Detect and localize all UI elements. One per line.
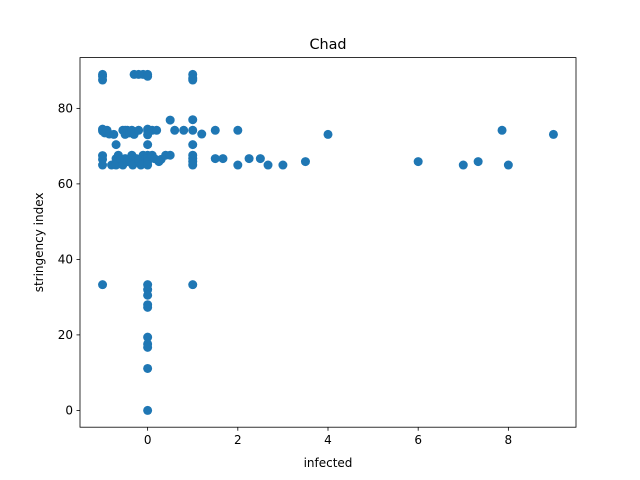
data-point [323, 129, 333, 139]
data-point [300, 157, 310, 167]
data-point [98, 160, 108, 170]
data-point [143, 332, 153, 342]
data-point [134, 125, 144, 135]
data-point [152, 125, 162, 135]
plot-frame [79, 57, 577, 428]
x-tick-label: 2 [234, 433, 242, 447]
data-point [109, 129, 119, 139]
y-tick-label: 40 [58, 253, 73, 267]
data-point [136, 160, 146, 170]
data-point [244, 154, 254, 164]
x-tick-label: 6 [414, 433, 422, 447]
data-point [218, 154, 228, 164]
data-point [210, 154, 220, 164]
data-point [473, 157, 483, 167]
data-point [255, 154, 265, 164]
data-point [188, 160, 198, 170]
y-tick-label: 60 [58, 177, 73, 191]
y-axis-ticks: 0 20 40 60 80 [58, 102, 80, 418]
data-point [143, 160, 153, 170]
data-point [210, 125, 220, 135]
data-point [188, 140, 198, 150]
data-point [143, 302, 153, 312]
x-tick-label: 4 [324, 433, 332, 447]
x-tick-label: 0 [144, 433, 152, 447]
data-point [143, 363, 153, 373]
data-point [188, 125, 198, 135]
y-tick-label: 80 [58, 102, 73, 116]
data-point [165, 115, 175, 125]
data-point [278, 160, 288, 170]
data-points [98, 69, 558, 415]
data-point [497, 125, 507, 135]
data-point [143, 342, 153, 352]
data-point [188, 280, 198, 290]
data-point [98, 280, 108, 290]
x-axis-label: infected [304, 456, 353, 470]
data-point [197, 129, 207, 139]
data-point [111, 140, 121, 150]
data-point [548, 129, 558, 139]
data-point [503, 160, 513, 170]
x-axis-ticks: 0 2 4 6 8 [144, 427, 512, 447]
data-point [143, 71, 153, 81]
chart-title: Chad [309, 37, 346, 53]
data-point [143, 290, 153, 300]
x-tick-label: 8 [505, 433, 513, 447]
data-point [188, 115, 198, 125]
data-point [233, 125, 243, 135]
data-point [165, 150, 175, 160]
y-tick-label: 0 [65, 404, 73, 418]
data-point [263, 160, 273, 170]
data-point [170, 125, 180, 135]
data-point [458, 160, 468, 170]
data-point [413, 157, 423, 167]
data-point [188, 75, 198, 85]
data-point [179, 125, 189, 135]
data-point [143, 140, 153, 150]
y-axis-label: stringency index [32, 193, 46, 293]
data-point [143, 405, 153, 415]
data-point [233, 160, 243, 170]
data-point [98, 75, 108, 85]
y-tick-label: 20 [58, 328, 73, 342]
